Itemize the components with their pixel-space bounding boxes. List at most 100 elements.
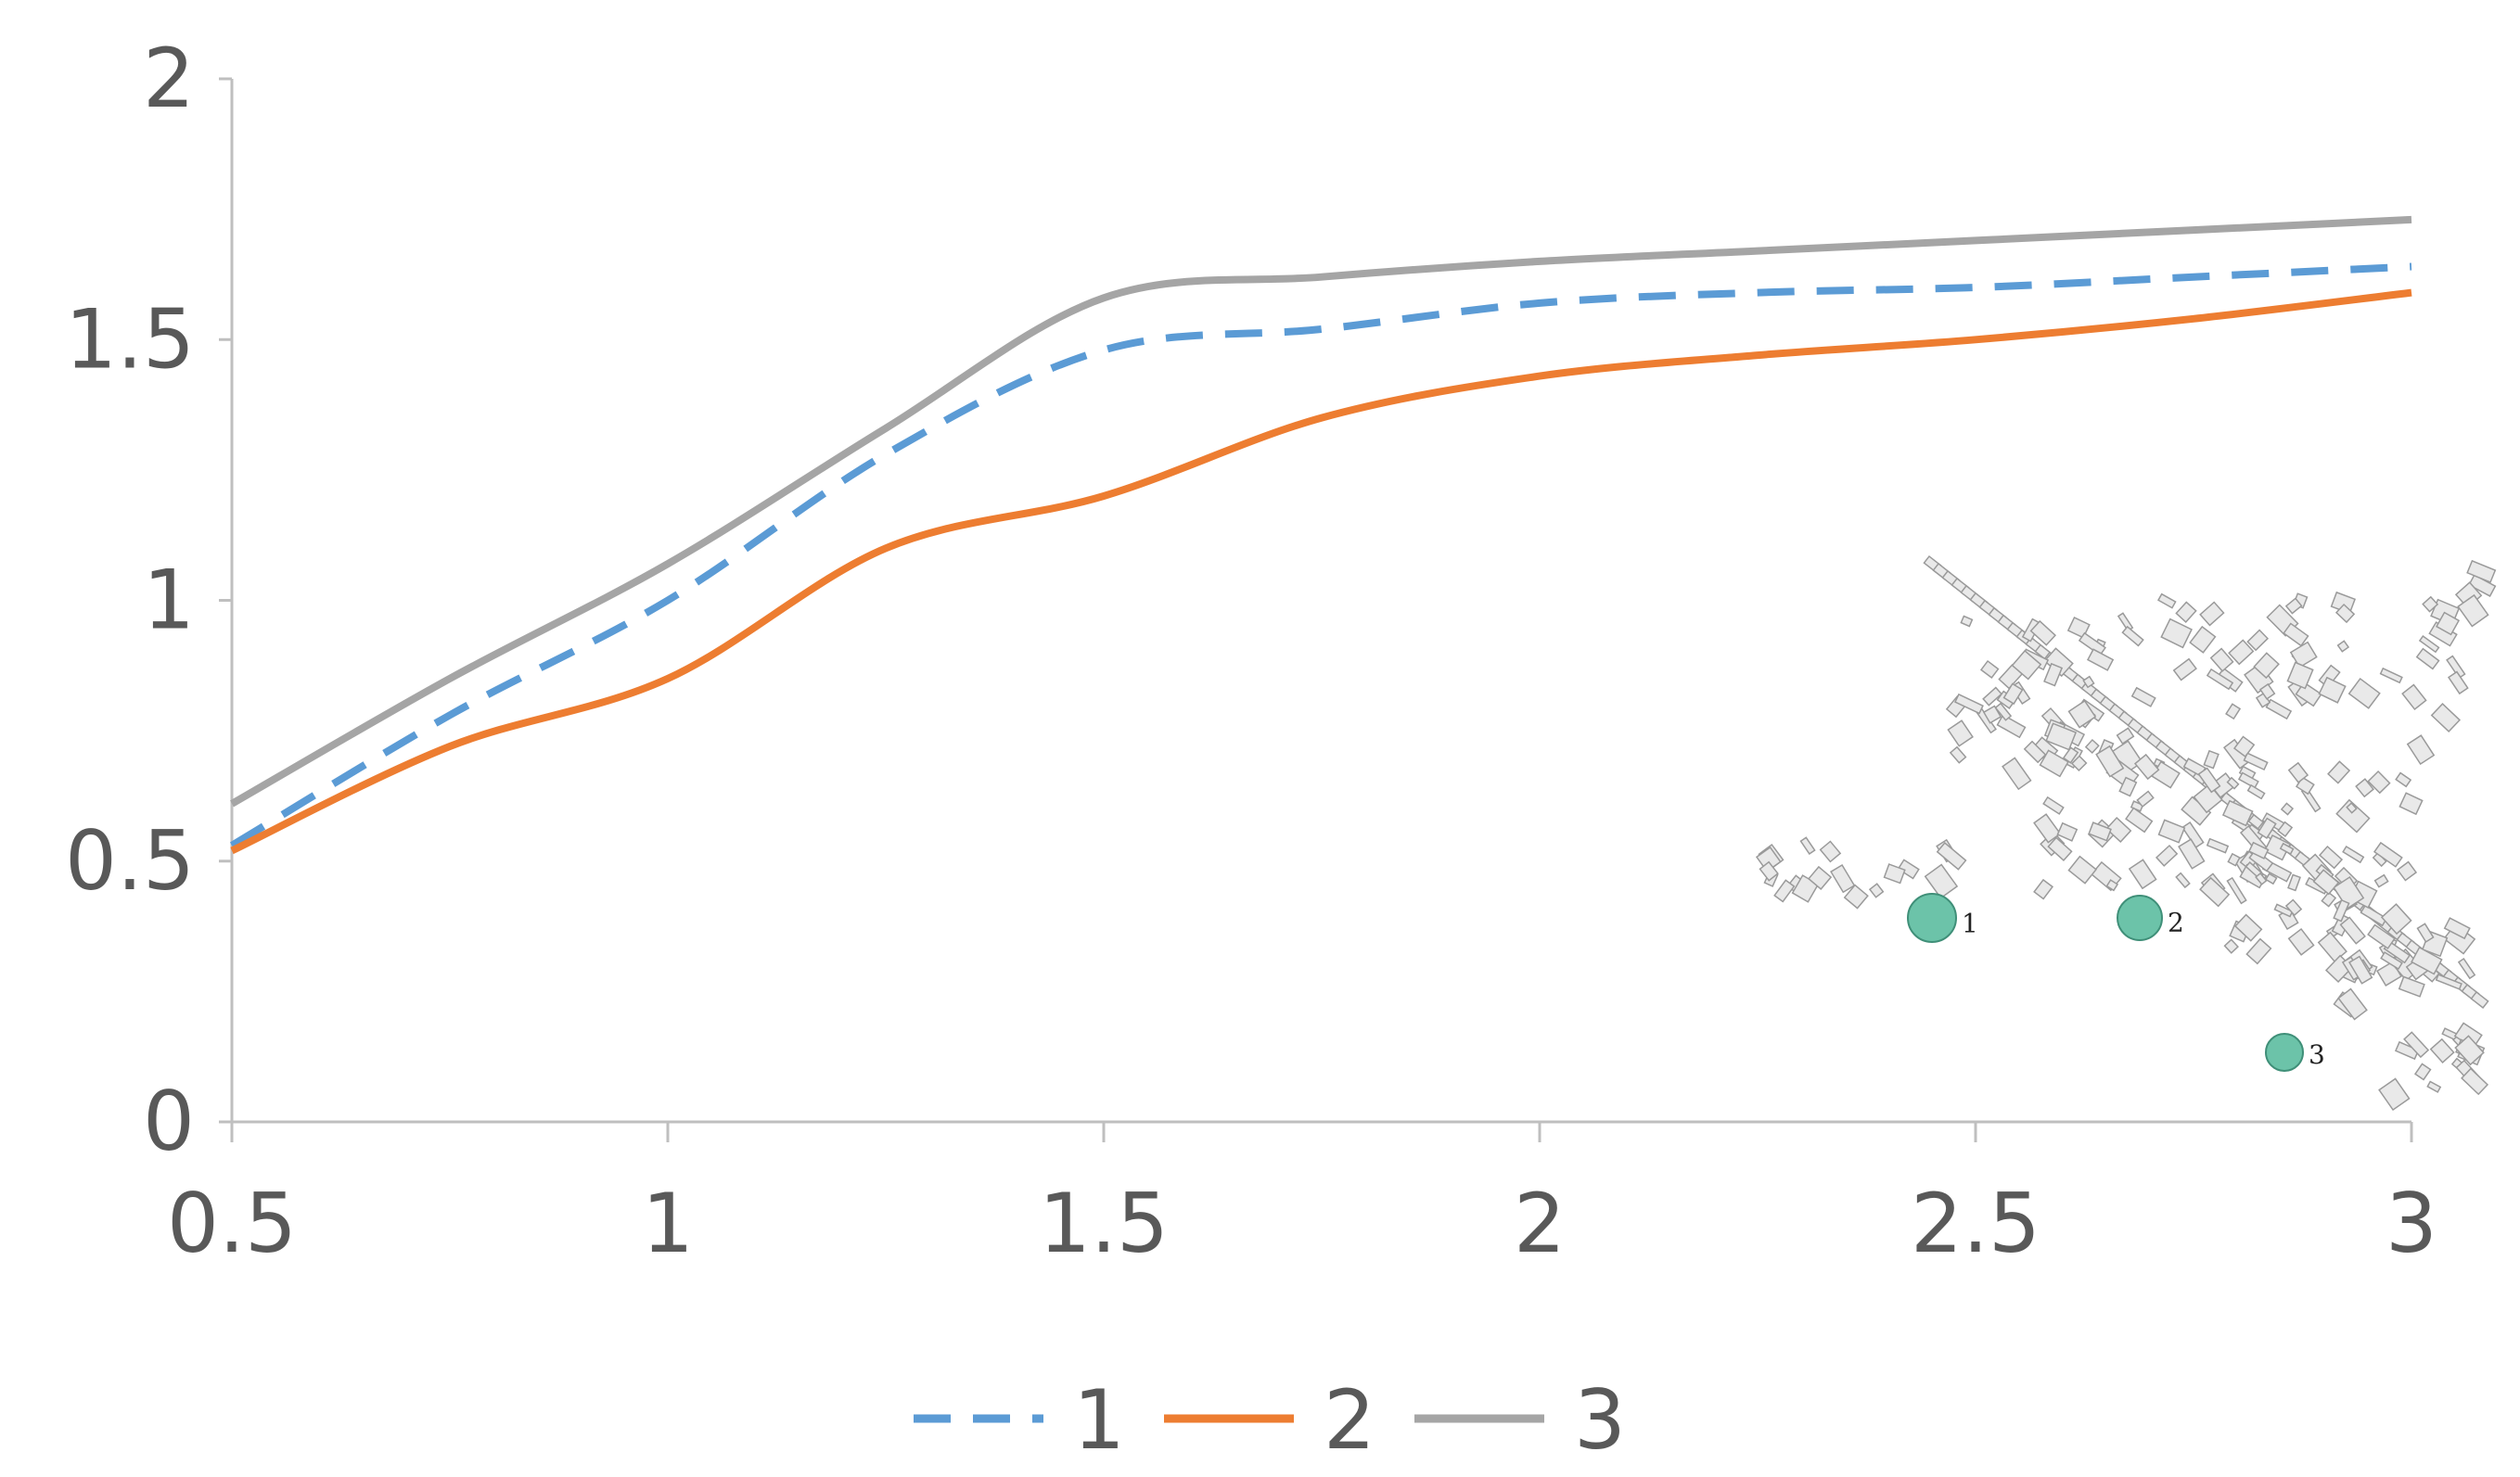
inset-building [2295,681,2322,707]
inset-building [2206,837,2230,854]
inset-building [2422,595,2439,613]
inset-building [2318,845,2344,870]
x-tick-label: 0.5 [167,1176,297,1271]
inset-building [1799,836,1816,856]
series-line-2 [230,288,2412,855]
x-tick-label: 2.5 [1911,1176,2040,1271]
plot-area [229,215,2412,855]
inset-building [2237,771,2259,789]
inset-marker-label-1: 1 [1962,909,1978,939]
inset-building [1960,615,1974,628]
inset-building [2283,622,2309,647]
inset-building [2435,974,2462,990]
inset-building [2461,1067,2489,1096]
inset-building [2264,872,2278,885]
inset-building [2226,776,2240,790]
inset-building [2203,749,2219,770]
inset-building [2436,611,2461,636]
inset-building [2312,869,2340,896]
x-tick-label: 1.5 [1039,1176,1169,1271]
inset-building [1982,705,2002,724]
inset-building [2227,852,2241,867]
inset-building [2197,767,2221,794]
inset-building [1982,686,2003,707]
inset-building [2284,898,2303,917]
inset-building [2380,903,2412,936]
inset-building [2088,821,2112,842]
inset-building [2067,699,2097,729]
inset-building [1994,702,2013,721]
inset-building [2348,955,2373,985]
inset-building [1843,884,1869,910]
inset-building [2225,703,2242,720]
inset-building [2070,755,2088,772]
inset-building [2466,559,2497,583]
inset-building [2336,640,2350,653]
inset-building [2457,593,2489,628]
inset-building [2247,841,2270,859]
inset-building [2257,817,2277,839]
inset-marker-1 [1907,893,1957,943]
inset-building [2277,821,2294,838]
inset-building [2221,799,2254,827]
inset-building [2339,916,2366,945]
inset-building [1773,879,1796,903]
inset-building [2367,923,2396,949]
inset-building [2033,813,2062,844]
inset-building [2426,1080,2442,1093]
inset-building [2416,923,2435,943]
inset-building [2289,641,2318,668]
inset-building [1819,840,1842,863]
legend: 1 2 3 [914,1372,1626,1468]
inset-building [2056,821,2079,842]
y-tick-label: 1.5 [65,291,195,387]
y-tick-label: 0 [143,1074,195,1169]
inset-building [2002,682,2024,706]
inset-building [2273,903,2294,918]
inset-building [2253,652,2280,680]
inset-building [2355,778,2374,798]
inset-building [2401,683,2427,711]
inset-building [2413,1063,2432,1081]
inset-building [2157,819,2186,844]
inset-building [2333,875,2365,910]
inset-building [2318,676,2347,704]
inset-building [2346,802,2358,814]
y-tick-label: 0.5 [65,813,195,909]
x-tick-label: 3 [2386,1176,2437,1271]
inset-building [2116,727,2135,745]
series-line-3 [230,215,2412,808]
inset-building [2178,838,2206,870]
legend-label-3: 3 [1574,1372,1626,1468]
inset-building [2039,749,2069,778]
inset-building [2045,722,2078,751]
inset-building [2378,1077,2411,1112]
inset-building [2333,898,2350,923]
inset-marker-2 [2117,895,2163,941]
inset-building [2429,1038,2455,1063]
inset-building [2286,661,2314,690]
inset-building [2446,655,2466,680]
inset-building [2379,667,2403,684]
inset-building [2199,876,2231,908]
inset-building [2287,927,2315,956]
inset-building [2406,734,2436,766]
inset-building [2342,845,2365,864]
inset-building [2394,1040,2420,1061]
inset-building [2255,872,2268,885]
inset-building [2287,873,2301,892]
inset-building [2335,798,2371,834]
inset-building [2226,876,2247,905]
inset-building [2062,746,2079,764]
inset-building [2360,904,2388,927]
inset-building [1949,745,1967,764]
inset-building [2206,668,2234,691]
inset-building [2156,592,2177,609]
inset-building [2321,891,2337,908]
inset-marker-label-3: 3 [2309,1039,2325,1070]
inset-building [2199,601,2225,627]
inset-building [1947,719,1974,747]
inset-building [1897,859,1920,880]
inset-building [1936,842,1967,871]
inset-building [2245,937,2272,965]
